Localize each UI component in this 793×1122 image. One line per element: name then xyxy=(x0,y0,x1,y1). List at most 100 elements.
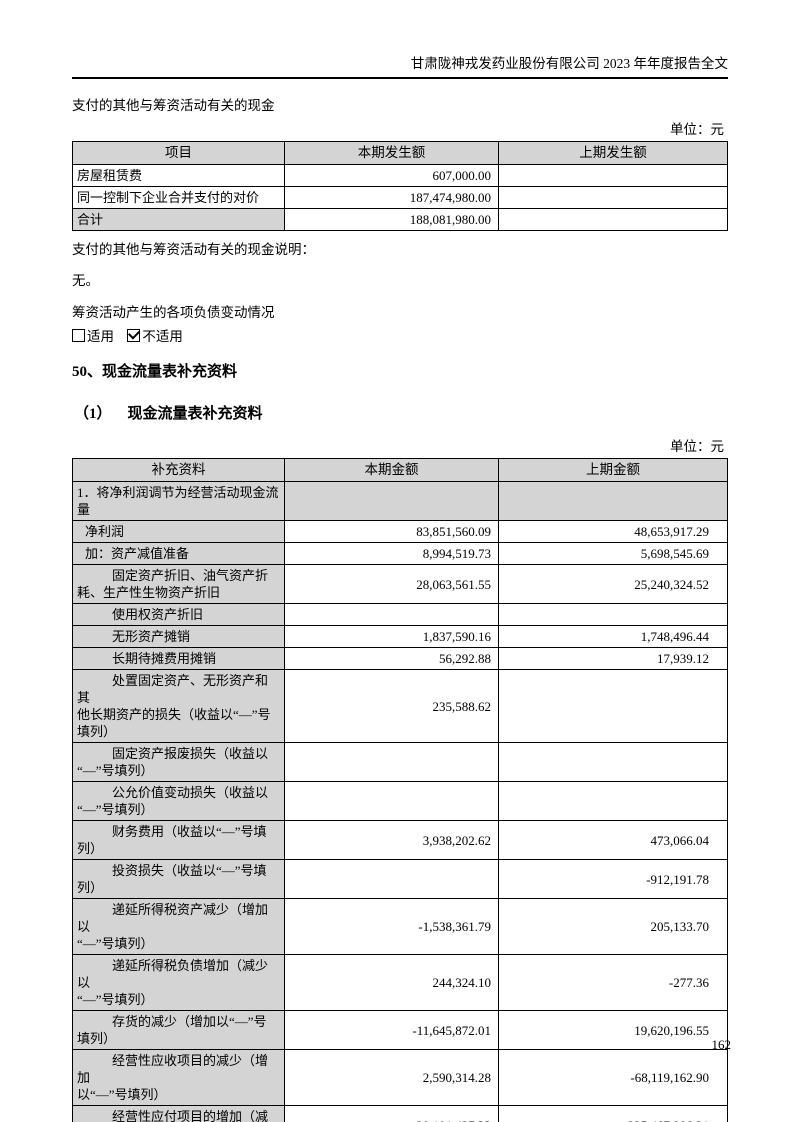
table-row: 经营性应付项目的增加（减少 -20,101,427.33 235,467,986… xyxy=(72,1105,728,1122)
page-number: 162 xyxy=(711,1037,732,1052)
table-row: 同一控制下企业合并支付的对价 187,474,980.00 xyxy=(72,186,728,209)
row-prior-value: 19,620,196.55 xyxy=(498,1010,728,1050)
row-prior-value: 48,653,917.29 xyxy=(498,520,728,543)
row-prior-value xyxy=(498,742,728,782)
row-label: 固定资产折旧、油气资产折 耗、生产性生物资产折旧 xyxy=(72,564,285,604)
table-section-row: 1．将净利润调节为经营活动现金流量 xyxy=(72,481,728,521)
financing-cash-note-title: 支付的其他与筹资活动有关的现金说明： xyxy=(72,242,315,257)
row-label: 经营性应付项目的增加（减少 xyxy=(72,1105,285,1122)
row-label: 无形资产摊销 xyxy=(72,625,285,648)
unit-label: 单位：元 xyxy=(670,122,724,137)
table-row: 长期待摊费用摊销 56,292.88 17,939.12 xyxy=(72,647,728,670)
row-current-value xyxy=(284,859,499,899)
col-header-current: 本期金额 xyxy=(284,458,499,482)
table-row: 递延所得税负债增加（减少以 “—”号填列） 244,324.10 -277.36 xyxy=(72,954,728,1011)
table-header-row: 项目 本期发生额 上期发生额 xyxy=(72,141,728,165)
row-prior-value xyxy=(498,603,728,626)
table-row: 财务费用（收益以“—”号填 列） 3,938,202.62 473,066.04 xyxy=(72,820,728,860)
row-current-value: 83,851,560.09 xyxy=(284,520,499,543)
row-prior-value: -277.36 xyxy=(498,954,728,1011)
row-prior-value: -68,119,162.90 xyxy=(498,1049,728,1106)
row-label: 长期待摊费用摊销 xyxy=(72,647,285,670)
row-label: 递延所得税资产减少（增加以 “—”号填列） xyxy=(72,898,285,955)
row-label: 使用权资产折旧 xyxy=(72,603,285,626)
row-label: 净利润 xyxy=(72,520,285,543)
row-label: 固定资产报废损失（收益以 “—”号填列） xyxy=(72,742,285,782)
row-label: 公允价值变动损失（收益以 “—”号填列） xyxy=(72,781,285,821)
not-applicable-label: 不适用 xyxy=(142,329,183,344)
page-content: 甘肃陇神戎发药业股份有限公司 2023 年年度报告全文 支付的其他与筹资活动有关… xyxy=(72,0,728,1122)
subheading-number: （1） xyxy=(74,406,112,422)
row-label: 投资损失（收益以“—”号填 列） xyxy=(72,859,285,899)
table-row: 递延所得税资产减少（增加以 “—”号填列） -1,538,361.79 205,… xyxy=(72,898,728,955)
row-current-value: 56,292.88 xyxy=(284,647,499,670)
row-label: 经营性应收项目的减少（增加 以“—”号填列） xyxy=(72,1049,285,1106)
checkbox-unchecked-icon xyxy=(72,329,85,342)
page-header: 甘肃陇神戎发药业股份有限公司 2023 年年度报告全文 xyxy=(72,0,728,79)
row-prior-value: 205,133.70 xyxy=(498,898,728,955)
row-label: 同一控制下企业合并支付的对价 xyxy=(72,186,285,209)
table-row: 固定资产折旧、油气资产折 耗、生产性生物资产折旧 28,063,561.55 2… xyxy=(72,564,728,604)
row-current-value: 3,938,202.62 xyxy=(284,820,499,860)
table-row: 房屋租赁费 607,000.00 xyxy=(72,164,728,187)
col-header-item: 补充资料 xyxy=(72,458,285,482)
table-row: 经营性应收项目的减少（增加 以“—”号填列） 2,590,314.28 -68,… xyxy=(72,1049,728,1106)
table-row: 处置固定资产、无形资产和其 他长期资产的损失（收益以“—”号 填列） 235,5… xyxy=(72,669,728,743)
row-current-value: 235,588.62 xyxy=(284,669,499,743)
row-label: 合计 xyxy=(72,208,285,231)
financing-cash-table: 项目 本期发生额 上期发生额 房屋租赁费 607,000.00 同一控制下企业合… xyxy=(72,141,728,231)
row-current-value xyxy=(284,603,499,626)
applicability-row: 适用 不适用 xyxy=(72,327,728,346)
row-current-value: 28,063,561.55 xyxy=(284,564,499,604)
row-current-value: 188,081,980.00 xyxy=(284,208,499,231)
section-heading-50: 50、现金流量表补充资料 xyxy=(72,364,238,380)
unit-label: 单位：元 xyxy=(670,439,724,454)
applicable-label: 适用 xyxy=(87,329,114,344)
row-prior-value: 473,066.04 xyxy=(498,820,728,860)
row-current-value: 1,837,590.16 xyxy=(284,625,499,648)
col-header-prior: 上期金额 xyxy=(498,458,728,482)
report-title: 甘肃陇神戎发药业股份有限公司 2023 年年度报告全文 xyxy=(410,56,728,71)
row-current-value: 607,000.00 xyxy=(284,164,499,187)
row-current-value: 244,324.10 xyxy=(284,954,499,1011)
col-header-prior: 上期发生额 xyxy=(498,141,728,165)
table-row: 加：资产减值准备 8,994,519.73 5,698,545.69 xyxy=(72,542,728,565)
row-label: 处置固定资产、无形资产和其 他长期资产的损失（收益以“—”号 填列） xyxy=(72,669,285,743)
row-current-value xyxy=(284,481,499,521)
row-prior-value xyxy=(498,186,728,209)
row-prior-value: -912,191.78 xyxy=(498,859,728,899)
row-current-value: 8,994,519.73 xyxy=(284,542,499,565)
row-prior-value xyxy=(498,669,728,743)
row-prior-value: 5,698,545.69 xyxy=(498,542,728,565)
col-header-current: 本期发生额 xyxy=(284,141,499,165)
table-row: 无形资产摊销 1,837,590.16 1,748,496.44 xyxy=(72,625,728,648)
col-header-item: 项目 xyxy=(72,141,285,165)
row-current-value xyxy=(284,742,499,782)
row-prior-value: 1,748,496.44 xyxy=(498,625,728,648)
row-current-value xyxy=(284,781,499,821)
subheading-title: 现金流量表补充资料 xyxy=(127,406,263,422)
row-current-value: -11,645,872.01 xyxy=(284,1010,499,1050)
financing-cash-intro: 支付的其他与筹资活动有关的现金 xyxy=(72,98,275,113)
row-label: 财务费用（收益以“—”号填 列） xyxy=(72,820,285,860)
row-prior-value: 235,467,986.31 xyxy=(498,1105,728,1122)
row-label: 存货的减少（增加以“—”号 填列） xyxy=(72,1010,285,1050)
table-row: 净利润 83,851,560.09 48,653,917.29 xyxy=(72,520,728,543)
table-row: 投资损失（收益以“—”号填 列） -912,191.78 xyxy=(72,859,728,899)
row-prior-value: 25,240,324.52 xyxy=(498,564,728,604)
row-label: 房屋租赁费 xyxy=(72,164,285,187)
table-row: 固定资产报废损失（收益以 “—”号填列） xyxy=(72,742,728,782)
row-current-value: 187,474,980.00 xyxy=(284,186,499,209)
supplementary-table: 补充资料 本期金额 上期金额 1．将净利润调节为经营活动现金流量 净利润 83,… xyxy=(72,458,728,1122)
check-icon xyxy=(128,327,141,340)
table-row: 使用权资产折旧 xyxy=(72,603,728,626)
row-current-value: -20,101,427.33 xyxy=(284,1105,499,1122)
row-prior-value xyxy=(498,481,728,521)
table-row: 存货的减少（增加以“—”号 填列） -11,645,872.01 19,620,… xyxy=(72,1010,728,1050)
row-prior-value xyxy=(498,164,728,187)
row-current-value: 2,590,314.28 xyxy=(284,1049,499,1106)
row-label: 递延所得税负债增加（减少以 “—”号填列） xyxy=(72,954,285,1011)
row-prior-value xyxy=(498,208,728,231)
row-current-value: -1,538,361.79 xyxy=(284,898,499,955)
